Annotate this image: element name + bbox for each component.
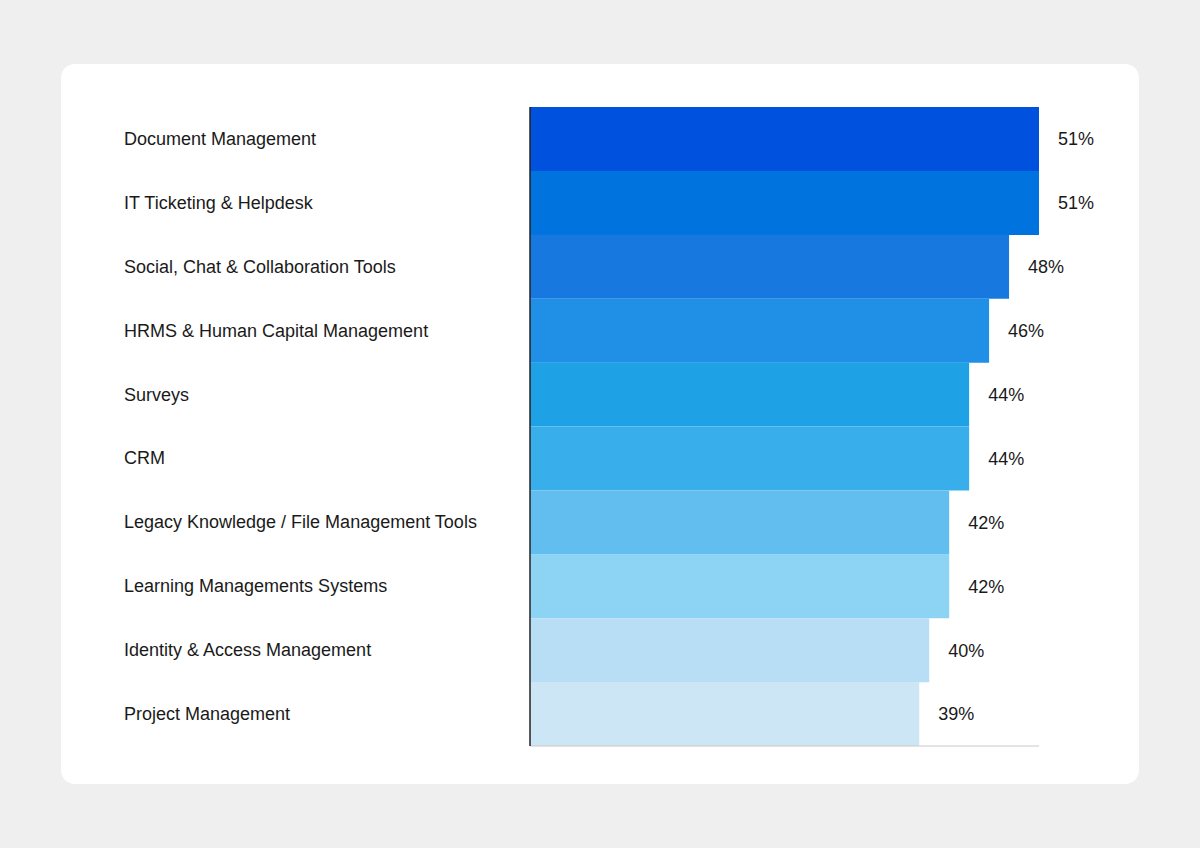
svg-text:42%: 42% <box>968 513 1004 533</box>
svg-text:51%: 51% <box>1058 193 1094 213</box>
svg-text:44%: 44% <box>988 449 1024 469</box>
svg-text:Legacy Knowledge / File Manage: Legacy Knowledge / File Management Tools <box>124 512 477 532</box>
svg-text:Social, Chat & Collaboration T: Social, Chat & Collaboration Tools <box>124 257 396 277</box>
svg-text:39%: 39% <box>938 704 974 724</box>
svg-text:51%: 51% <box>1058 129 1094 149</box>
svg-text:IT Ticketing & Helpdesk: IT Ticketing & Helpdesk <box>124 193 314 213</box>
svg-text:Surveys: Surveys <box>124 385 189 405</box>
svg-text:CRM: CRM <box>124 448 165 468</box>
svg-text:Document Management: Document Management <box>124 129 316 149</box>
svg-text:40%: 40% <box>948 641 984 661</box>
svg-text:Project Management: Project Management <box>124 704 290 724</box>
svg-text:HRMS & Human Capital Managemen: HRMS & Human Capital Management <box>124 321 428 341</box>
svg-text:46%: 46% <box>1008 321 1044 341</box>
svg-text:42%: 42% <box>968 577 1004 597</box>
svg-text:Learning Managements Systems: Learning Managements Systems <box>124 576 387 596</box>
svg-text:48%: 48% <box>1028 257 1064 277</box>
svg-text:44%: 44% <box>988 385 1024 405</box>
svg-text:Identity & Access Management: Identity & Access Management <box>124 640 371 660</box>
